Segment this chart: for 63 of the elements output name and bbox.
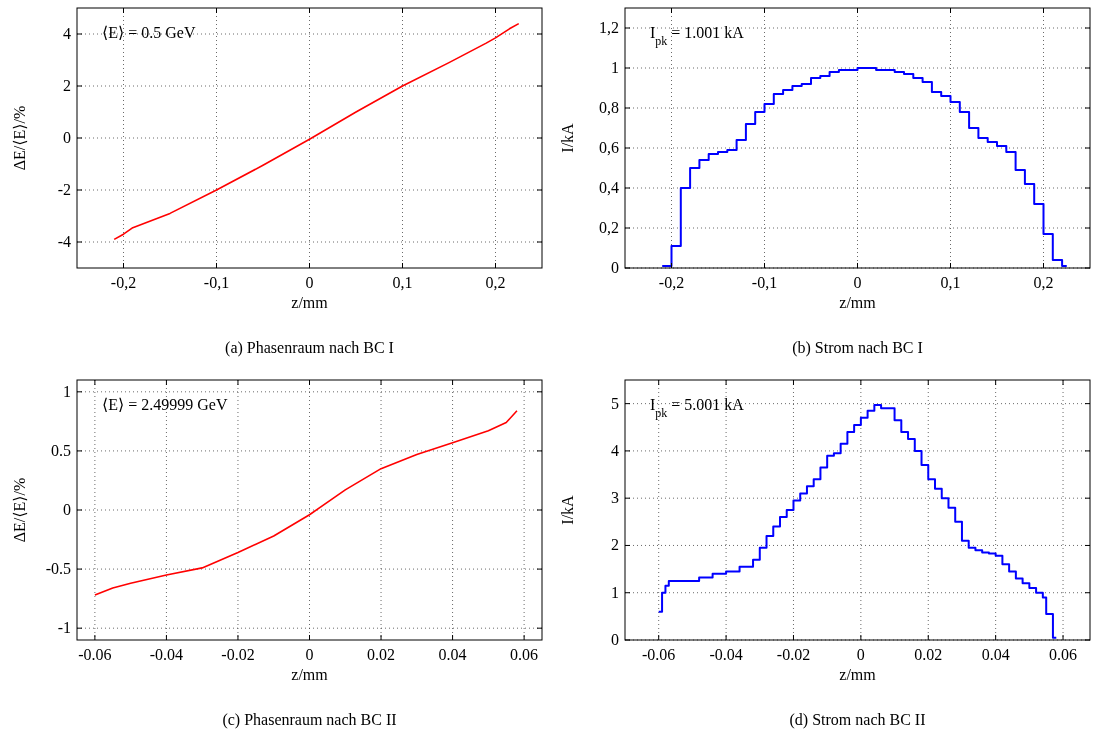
annotation: I$_{pk}$ = 5.001 kA [650, 396, 745, 420]
x-tick-label: 0.02 [914, 646, 943, 663]
y-tick-label: 5 [611, 394, 619, 412]
y-axis-title: I/kA [559, 122, 576, 153]
x-axis-title: z/mm [291, 294, 329, 311]
text: (c) Phasenraum nach BC II [222, 711, 397, 729]
y-tick-label: 3 [611, 489, 619, 507]
y-tick-label: 0 [63, 129, 71, 146]
x-tick-label: -0.04 [709, 646, 743, 663]
x-tick-label: -0.06 [78, 646, 112, 663]
x-axis-title: z/mm [839, 294, 877, 311]
y-axis-title: ΔE/⟨E⟩/% [11, 105, 28, 171]
y-tick-label: 0 [63, 501, 71, 518]
x-tick-label: 0.06 [510, 646, 539, 663]
y-tick-label: -0.5 [45, 560, 71, 578]
annotation: ⟨E⟩ = 0.5 GeV [102, 24, 196, 41]
y-tick-label: 1 [611, 59, 619, 76]
x-tick-label: 0,2 [485, 274, 506, 291]
y-tick-label: -4 [57, 233, 71, 250]
annotation: I$_{pk}$ = 1.001 kA [650, 24, 745, 48]
y-tick-label: 1 [63, 382, 71, 400]
x-tick-label: -0,2 [658, 274, 685, 291]
x-tick-label: -0,1 [751, 274, 778, 291]
x-tick-label: 0 [856, 646, 865, 663]
x-tick-label: 0.04 [981, 646, 1010, 663]
y-axis-title: ΔE/⟨E⟩/% [11, 477, 28, 543]
x-tick-label: -0.02 [776, 646, 811, 663]
x-tick-label: -0,2 [110, 274, 137, 291]
y-tick-label: 2 [63, 77, 71, 94]
y-tick-label: 0,4 [599, 179, 619, 196]
x-tick-label: 0 [853, 274, 862, 291]
y-tick-label: 0,8 [599, 99, 619, 116]
x-tick-label: 0,1 [392, 274, 413, 291]
x-tick-label: 0.02 [367, 646, 396, 663]
y-tick-label: 1 [611, 583, 619, 601]
x-axis-title: z/mm [839, 666, 877, 683]
y-tick-label: 0.5 [51, 441, 71, 459]
annotation: ⟨E⟩ = 2.49999 GeV [102, 396, 228, 413]
x-tick-label: -0.02 [221, 646, 255, 663]
y-tick-label: 4 [63, 25, 71, 42]
x-tick-label: 0 [305, 274, 314, 291]
y-tick-label: 0,6 [599, 139, 619, 156]
y-axis-title: I/kA [559, 494, 576, 525]
text: (a) Phasenraum nach BC I [225, 339, 394, 357]
x-axis-title: z/mm [291, 666, 329, 683]
y-tick-label: 0 [611, 259, 619, 276]
text: (b) Strom nach BC I [792, 339, 923, 357]
y-tick-label: 2 [611, 536, 619, 554]
x-tick-label: 0,1 [940, 274, 961, 291]
text: (d) Strom nach BC II [789, 711, 926, 729]
y-tick-label: 4 [611, 441, 619, 459]
x-tick-label: 0.06 [1049, 646, 1078, 663]
x-tick-label: 0.04 [438, 646, 467, 663]
x-tick-label: -0.06 [642, 646, 676, 663]
x-tick-label: 0 [305, 646, 314, 663]
y-tick-label: 1,2 [599, 19, 619, 36]
y-tick-label: -2 [57, 181, 71, 198]
y-tick-label: -1 [57, 619, 71, 637]
x-tick-label: -0.04 [149, 646, 184, 663]
y-tick-label: 0,2 [599, 219, 619, 236]
x-tick-label: 0,2 [1033, 274, 1054, 291]
y-tick-label: 0 [611, 631, 619, 648]
x-tick-label: -0,1 [203, 274, 230, 291]
